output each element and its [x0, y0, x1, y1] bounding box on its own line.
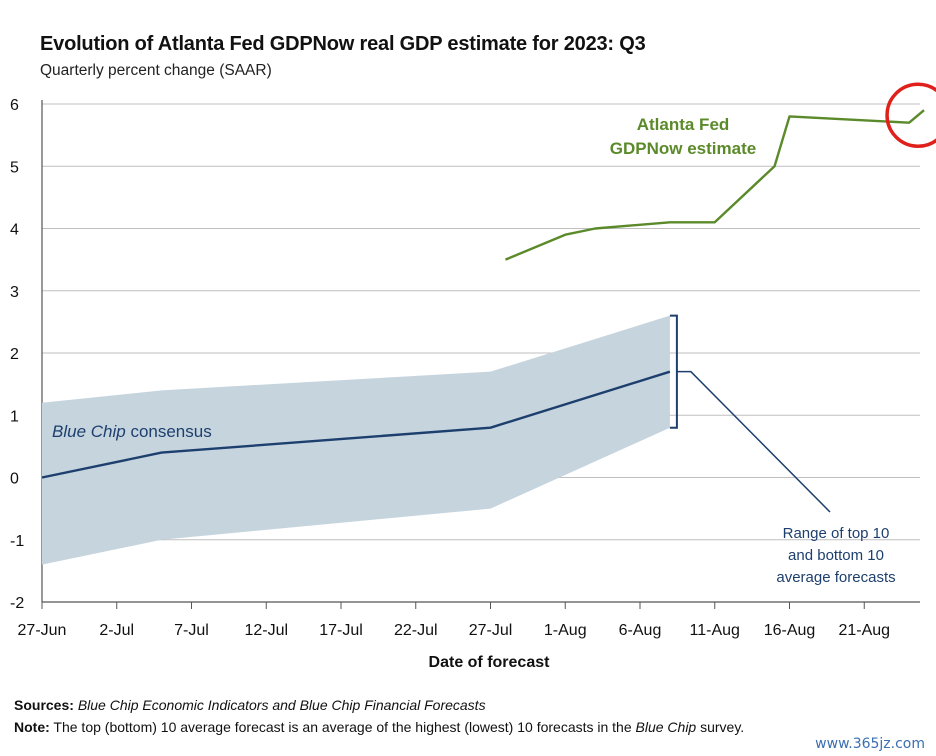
- gdpnow-series-line: [504, 109, 925, 261]
- note-text-2: survey.: [696, 719, 745, 735]
- y-tick-label: 3: [10, 284, 19, 301]
- range-label: and bottom 10: [788, 547, 884, 564]
- gdp-chart: 6 5 4 3 2 1 0 -1 -2 27-Jun 2-Jul 7-Jul 12-Jul 17-Jul 2…: [10, 82, 936, 671]
- chart-subtitle: Quarterly percent change (SAAR): [40, 62, 272, 79]
- y-tick-label: -2: [10, 595, 24, 612]
- note-label: Note:: [14, 719, 50, 735]
- y-tick-label: 5: [10, 159, 19, 176]
- range-leader-line: [676, 370, 831, 513]
- watermark: www.365jz.com: [812, 736, 928, 752]
- y-tick-label: 2: [10, 346, 19, 363]
- x-tick-label: 17-Jul: [319, 622, 363, 639]
- note-line: Note: The top (bottom) 10 average foreca…: [14, 719, 744, 735]
- sources-line: Sources: Blue Chip Economic Indicators a…: [14, 697, 486, 713]
- bluechip-series-line: [41, 370, 671, 479]
- bluechip-label-italic: Blue Chip: [52, 422, 126, 441]
- y-tick-label: -1: [10, 533, 24, 550]
- x-tick-label: 27-Jun: [18, 622, 67, 639]
- highlight-circle: [885, 82, 936, 148]
- y-tick-label: 6: [10, 97, 19, 114]
- x-tick-label: 27-Jul: [469, 622, 513, 639]
- gdpnow-label: Atlanta Fed: [637, 115, 730, 134]
- x-tick-label: 2-Jul: [99, 622, 134, 639]
- x-tick-label: 21-Aug: [838, 622, 890, 639]
- x-tick-label: 16-Aug: [764, 622, 816, 639]
- x-tick-label: 6-Aug: [619, 622, 662, 639]
- range-label: average forecasts: [776, 569, 895, 586]
- gdpnow-label: GDPNow estimate: [610, 139, 756, 158]
- x-axis-label: Date of forecast: [429, 654, 551, 671]
- note-italic: Blue Chip: [635, 719, 697, 735]
- chart-title: Evolution of Atlanta Fed GDPNow real GDP…: [40, 33, 646, 55]
- x-tick-label: 22-Jul: [394, 622, 438, 639]
- y-tick-label: 0: [10, 471, 19, 488]
- y-tick-label: 1: [10, 408, 19, 425]
- note-text-1: The top (bottom) 10 average forecast is …: [53, 719, 636, 735]
- range-bracket: [669, 314, 678, 429]
- range-label: Range of top 10: [783, 525, 890, 542]
- bluechip-label-rest: consensus: [126, 422, 212, 441]
- y-tick-label: 4: [10, 222, 19, 239]
- x-tick-label: 11-Aug: [690, 622, 740, 639]
- x-tick-label: 7-Jul: [174, 622, 209, 639]
- x-tick-label: 1-Aug: [544, 622, 587, 639]
- sources-label: Sources:: [14, 697, 74, 713]
- sources-text: Blue Chip Economic Indicators and Blue C…: [77, 697, 486, 713]
- range-band-area: [42, 315, 670, 565]
- bluechip-label: Blue Chip consensus: [52, 422, 212, 441]
- x-tick-label: 12-Jul: [244, 622, 288, 639]
